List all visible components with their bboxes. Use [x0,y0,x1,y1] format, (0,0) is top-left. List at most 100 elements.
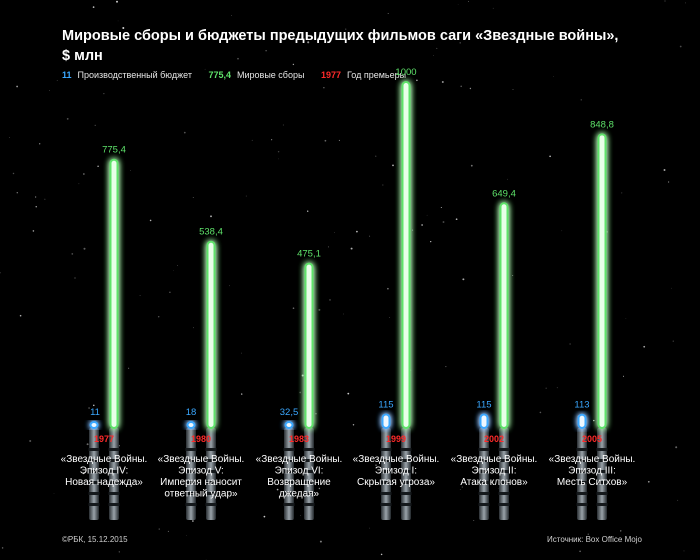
hilt-band [108,448,120,451]
hilt-band [205,481,217,484]
star [668,181,670,183]
star [347,392,350,395]
category-label-line: ответный удар» [164,489,238,500]
year-label: 1983 [289,434,309,444]
star [433,55,435,57]
star [265,50,267,52]
star [512,275,514,277]
hilt-band [478,470,490,473]
year-label: 2005 [582,434,602,444]
star [292,307,295,309]
hilt-band [380,481,392,484]
star [83,247,86,250]
category-label: «Звездные Войны. Эпизод IV: Новая надежда» [61,454,148,488]
star [430,240,432,243]
hilt-band [283,470,295,473]
star [539,411,542,414]
star [307,210,309,212]
hilt-band [108,481,120,484]
hilt-band [576,492,588,495]
star [426,214,428,216]
star [461,486,463,488]
title-line-1: Мировые сборы и бюджеты предыдущих фильм… [62,28,619,44]
gross-bar [304,262,314,429]
star [593,419,595,422]
budget-bar [89,421,99,429]
gross-data-label: 775,4 [102,145,126,156]
star [193,327,194,329]
star [647,480,650,483]
star [350,247,353,250]
star [276,488,279,491]
hilt-band [498,481,510,484]
star [375,155,377,157]
hilt-band [400,503,412,506]
star [149,219,152,222]
hilt-band [303,503,315,506]
star [622,375,625,377]
hilt-band [205,448,217,451]
star [387,287,389,290]
star [88,407,91,409]
star [218,456,220,459]
star [1,547,4,549]
star [625,317,627,319]
star [412,229,414,231]
star [86,443,89,446]
hilt-band [498,459,510,462]
star [462,278,465,281]
title: Мировые сборы и бюджеты предыдущих фильм… [62,26,692,66]
movie-group: 475,1 32,5 1983 «Звездные Войны. Эпизод VI: В… [256,249,342,520]
movie-group: 848,8 113 2005 «Звездные Войны. Эпизод III: М… [549,119,635,520]
legend-budget-label: Производственный бюджет [77,70,192,80]
hilt-band [88,470,100,473]
hilt-band [576,481,588,484]
star [382,184,384,186]
hilt-band [205,470,217,473]
star [473,520,475,521]
star [389,317,390,318]
star [241,393,243,395]
hilt-band [576,503,588,506]
budget-bar [479,413,489,430]
star [166,494,168,496]
hilt-band [303,448,315,451]
star [314,483,316,485]
hilt-band [400,448,412,451]
budget-data-label: 32,5 [280,407,299,418]
star [251,139,253,141]
star [167,530,169,532]
star [369,235,371,237]
star [158,528,160,530]
category-label-line: Эпизод VI: [275,466,324,477]
star [271,139,273,141]
star [319,540,322,543]
budget-bar [186,421,196,429]
category-label: «Звездные Войны. Эпизод II: Атака клонов» [451,454,538,488]
star [459,488,461,490]
star [300,515,301,516]
hilt-band [185,503,197,506]
legend-budget-value: 11 [62,70,72,80]
gross-data-label: 475,1 [297,249,321,260]
star [467,1,469,3]
star [49,90,50,91]
star [442,221,445,223]
hilt-band [108,492,120,495]
legend-year-value: 1977 [320,70,341,80]
star [679,45,682,48]
star [16,85,18,88]
star [323,87,325,89]
gross-bar [597,133,607,430]
star [237,57,239,60]
year-label: 1977 [94,434,114,444]
hilt-band [303,481,315,484]
star [318,487,321,490]
gross-data-label: 848,8 [590,119,614,130]
star [492,7,494,9]
hilt-band [185,459,197,462]
star [122,27,125,29]
hilt-band [478,448,490,451]
hilt-band [88,503,100,506]
